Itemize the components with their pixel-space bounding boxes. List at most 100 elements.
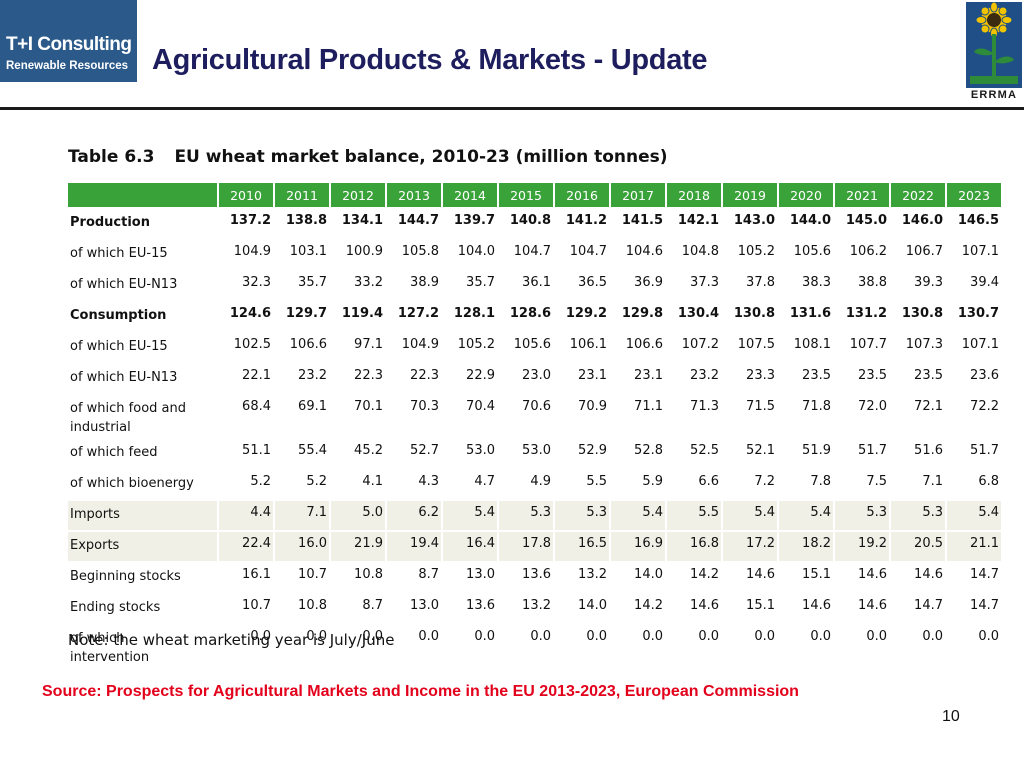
value-cell: 71.3 (667, 395, 721, 437)
table-row: Imports 4.4 7.1 5.0 6.2 5.4 5.3 5.3 5.4 5.5 5.4 5.4… (68, 501, 1001, 530)
value-cell: 23.2 (667, 364, 721, 393)
value-cell: 39.3 (891, 271, 945, 300)
year-header: 2022 (891, 183, 945, 207)
value-cell: 23.5 (835, 364, 889, 393)
value-cell: 7.1 (891, 470, 945, 499)
value-cell: 14.6 (667, 594, 721, 623)
value-cell: 7.1 (275, 501, 329, 530)
value-cell: 16.1 (219, 563, 273, 592)
value-cell: 70.3 (387, 395, 441, 437)
value-cell: 17.8 (499, 532, 553, 561)
value-cell: 0.0 (443, 625, 497, 667)
row-label: of which bioenergy (68, 470, 217, 499)
value-cell: 107.2 (667, 333, 721, 362)
value-cell: 10.8 (331, 563, 385, 592)
value-cell: 16.0 (275, 532, 329, 561)
tic-logo: T+I Consulting Renewable Resources (0, 0, 137, 82)
value-cell: 32.3 (219, 271, 273, 300)
value-cell: 70.6 (499, 395, 553, 437)
year-header: 2010 (219, 183, 273, 207)
value-cell: 22.3 (331, 364, 385, 393)
value-cell: 51.7 (947, 439, 1001, 468)
value-cell: 19.2 (835, 532, 889, 561)
value-cell: 5.5 (555, 470, 609, 499)
value-cell: 20.5 (891, 532, 945, 561)
value-cell: 21.9 (331, 532, 385, 561)
row-label: of which EU-15 (68, 240, 217, 269)
logo-line-1: T+I Consulting (6, 34, 132, 55)
value-cell: 52.1 (723, 439, 777, 468)
year-header: 2012 (331, 183, 385, 207)
value-cell: 51.6 (891, 439, 945, 468)
value-cell: 0.0 (387, 625, 441, 667)
value-cell: 119.4 (341, 306, 383, 321)
value-cell: 130.8 (901, 306, 943, 321)
value-cell: 0.0 (611, 625, 665, 667)
value-cell: 52.5 (667, 439, 721, 468)
value-cell: 0.0 (219, 625, 273, 667)
value-cell: 106.6 (611, 333, 665, 362)
table-note: Note: the wheat marketing year is July/J… (68, 631, 395, 649)
value-cell: 6.6 (667, 470, 721, 499)
value-cell: 13.2 (499, 594, 553, 623)
row-label: of which feed (68, 439, 217, 468)
row-label: Consumption (70, 308, 167, 323)
value-cell: 104.9 (387, 333, 441, 362)
value-cell: 33.2 (331, 271, 385, 300)
value-cell: 5.3 (555, 501, 609, 530)
slide-title: Agricultural Products & Markets - Update (152, 44, 708, 76)
value-cell: 104.7 (499, 240, 553, 269)
value-cell: 8.7 (387, 563, 441, 592)
year-header: 2021 (835, 183, 889, 207)
value-cell: 71.1 (611, 395, 665, 437)
value-cell: 144.0 (789, 213, 831, 228)
value-cell: 5.2 (275, 470, 329, 499)
value-cell: 0.0 (779, 625, 833, 667)
value-cell: 107.7 (835, 333, 889, 362)
header-divider (0, 107, 1024, 110)
year-header: 2023 (947, 183, 1001, 207)
value-cell: 107.1 (947, 333, 1001, 362)
value-cell: 14.6 (723, 563, 777, 592)
wheat-balance-table: 2010 2011 2012 2013 2014 2015 2016 2017 … (66, 181, 1003, 669)
value-cell: 141.2 (565, 213, 607, 228)
value-cell: 23.2 (275, 364, 329, 393)
value-cell: 23.0 (499, 364, 553, 393)
value-cell: 146.5 (957, 213, 999, 228)
value-cell: 35.7 (275, 271, 329, 300)
year-header: 2011 (275, 183, 329, 207)
year-header: 2015 (499, 183, 553, 207)
value-cell: 36.1 (499, 271, 553, 300)
value-cell: 23.5 (779, 364, 833, 393)
value-cell: 14.2 (611, 594, 665, 623)
value-cell: 13.6 (499, 563, 553, 592)
value-cell: 69.1 (275, 395, 329, 437)
value-cell: 107.1 (947, 240, 1001, 269)
year-header: 2018 (667, 183, 721, 207)
value-cell: 5.0 (331, 501, 385, 530)
value-cell: 5.4 (779, 501, 833, 530)
value-cell: 23.5 (891, 364, 945, 393)
value-cell: 37.3 (667, 271, 721, 300)
value-cell: 5.4 (443, 501, 497, 530)
value-cell: 0.0 (275, 625, 329, 667)
year-header: 2013 (387, 183, 441, 207)
value-cell: 14.6 (779, 594, 833, 623)
row-label: Beginning stocks (68, 563, 217, 592)
row-label: of which EU-N13 (68, 364, 217, 393)
value-cell: 0.0 (667, 625, 721, 667)
table-row: Exports 22.4 16.0 21.9 19.4 16.4 17.8 16.5 16.9 1… (68, 532, 1001, 561)
value-cell: 17.2 (723, 532, 777, 561)
value-cell: 0.0 (891, 625, 945, 667)
row-label-line-1: of which food and (70, 401, 186, 416)
value-cell: 106.1 (555, 333, 609, 362)
value-cell: 38.9 (387, 271, 441, 300)
value-cell: 15.1 (723, 594, 777, 623)
value-cell: 7.2 (723, 470, 777, 499)
value-cell: 0.0 (331, 625, 385, 667)
value-cell: 16.9 (611, 532, 665, 561)
value-cell: 106.6 (275, 333, 329, 362)
value-cell: 141.5 (621, 213, 663, 228)
value-cell: 105.6 (499, 333, 553, 362)
value-cell: 22.3 (387, 364, 441, 393)
